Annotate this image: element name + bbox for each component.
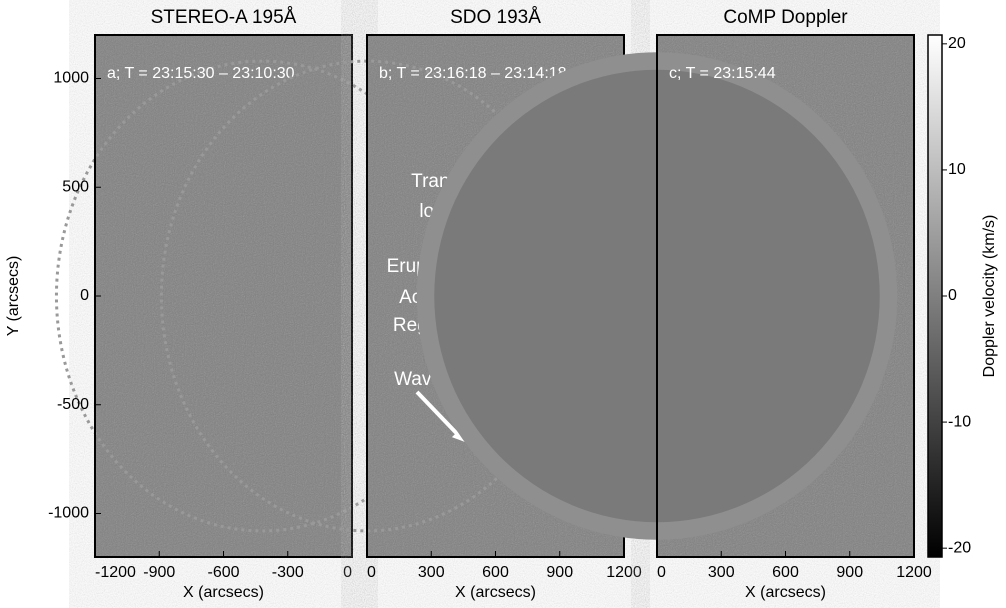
colorbar-tick-label: 0	[948, 287, 957, 304]
panel-title: STEREO-A 195Å	[151, 7, 297, 28]
panel-annotation: a; T = 23:15:30 – 23:10:30	[107, 65, 295, 82]
x-tick-label: -600	[207, 564, 239, 581]
x-tick-label: 900	[546, 564, 573, 581]
y-tick-label: 0	[80, 287, 89, 304]
x-tick-label: 1200	[606, 564, 642, 581]
panel-title: CoMP Doppler	[723, 7, 848, 28]
y-axis-label: Y (arcsecs)	[5, 256, 22, 337]
x-tick-label: 0	[367, 564, 376, 581]
panel-annotation: c; T = 23:15:44	[669, 65, 776, 82]
x-axis-label: X (arcsecs)	[183, 584, 264, 601]
x-tick-label: 0	[343, 564, 352, 581]
y-tick-label: 1000	[53, 70, 89, 87]
x-axis-label: X (arcsecs)	[455, 584, 536, 601]
x-tick-label: 300	[418, 564, 445, 581]
x-tick-label: 600	[482, 564, 509, 581]
colorbar-tick-label: 10	[948, 161, 966, 178]
x-tick-label: 900	[836, 564, 863, 581]
colorbar-tick-label: 20	[948, 35, 966, 52]
colorbar-tick-label: -20	[948, 539, 971, 556]
colorbar-label: Doppler velocity (km/s)	[981, 215, 998, 378]
x-tick-label: -900	[143, 564, 175, 581]
x-tick-label: 1200	[896, 564, 932, 581]
panel-title: SDO 193Å	[450, 7, 541, 28]
x-tick-label: -1200	[95, 564, 136, 581]
y-tick-label: 500	[62, 178, 89, 195]
panel-annotation: b; T = 23:16:18 – 23:14:18	[379, 65, 567, 82]
y-tick-label: -500	[57, 396, 89, 413]
x-tick-label: 0	[657, 564, 666, 581]
x-tick-label: 300	[708, 564, 735, 581]
colorbar-tick-label: -10	[948, 413, 971, 430]
y-tick-label: -1000	[48, 505, 89, 522]
x-tick-label: 600	[772, 564, 799, 581]
colorbar	[928, 35, 942, 557]
x-axis-label: X (arcsecs)	[745, 584, 826, 601]
figure: STEREO-A 195Å a; T = 23:15:30 – 23:10:30 -…	[0, 0, 1006, 608]
x-tick-label: -300	[272, 564, 304, 581]
